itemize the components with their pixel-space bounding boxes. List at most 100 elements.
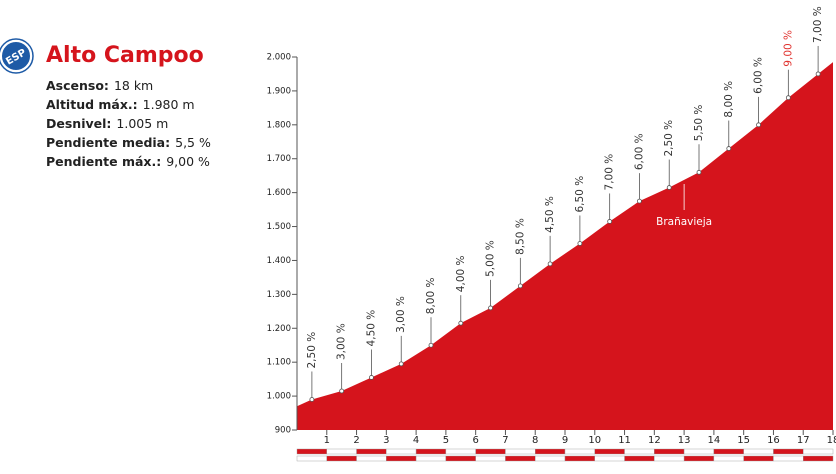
marker [547, 261, 553, 267]
gradient-label: 6,00 % [633, 133, 645, 170]
stripe [624, 455, 655, 462]
gradient-label: 6,50 % [574, 176, 586, 213]
marker [517, 283, 523, 289]
marker [785, 95, 791, 101]
gradient-label: 9,00 % [782, 30, 794, 67]
y-tick-label: 900 [275, 426, 291, 436]
marker [339, 388, 345, 394]
gradient-label: 4,00 % [455, 255, 467, 292]
stripe [535, 455, 566, 462]
stripe [535, 448, 566, 455]
x-tick-label: 16 [767, 435, 780, 446]
stripe [594, 448, 625, 455]
marker [756, 122, 761, 128]
stripe [326, 455, 357, 462]
stripe [475, 455, 506, 462]
gradient-label: 3,00 % [336, 323, 348, 360]
gradient-label: 6,00 % [753, 57, 765, 94]
stripe [654, 455, 685, 462]
stripe [564, 455, 595, 462]
stat-label: Ascenso: [46, 78, 109, 93]
stat: Altitud máx.: 1.980 m [46, 97, 195, 112]
x-tick-label: 3 [383, 435, 389, 446]
gradient-label: 7,00 % [604, 154, 616, 191]
stripe [803, 455, 834, 462]
stripe [654, 448, 685, 455]
marker [637, 198, 642, 204]
marker [458, 320, 464, 326]
x-tick-label: 2 [353, 435, 359, 446]
stripe [296, 455, 327, 462]
stripe [415, 448, 447, 455]
gradient-label: 8,00 % [425, 278, 437, 315]
x-tick-label: 11 [618, 435, 631, 446]
stripe [564, 448, 595, 455]
stripe [386, 448, 417, 455]
stripe [683, 455, 715, 462]
x-tick-label: 17 [797, 435, 810, 446]
marker [488, 305, 493, 311]
x-tick-label: 6 [472, 435, 478, 446]
x-tick-label: 1 [324, 435, 330, 446]
x-tick-label: 13 [678, 435, 691, 446]
stripe [415, 455, 447, 462]
y-tick-label: 2.000 [267, 53, 291, 63]
y-tick-label: 1.700 [267, 154, 291, 164]
y-tick-label: 1.300 [267, 290, 291, 300]
gradient-label: 4,50 % [365, 310, 377, 347]
logo-ring [0, 38, 34, 74]
stat-value: 9,00 % [166, 154, 210, 169]
x-tick-label: 5 [443, 435, 449, 446]
annotation: Brañavieja [656, 216, 712, 228]
y-tick-label: 1.900 [267, 86, 291, 96]
stripe [356, 448, 387, 455]
x-tick-label: 10 [588, 435, 601, 446]
gradient-label: 8,50 % [514, 218, 526, 255]
marker [815, 71, 821, 77]
marker [428, 342, 434, 348]
stripe [445, 455, 476, 462]
stat: Ascenso: 18 km [46, 78, 153, 93]
stat: Pendiente máx.: 9,00 % [46, 154, 210, 169]
stripe [594, 455, 625, 462]
y-tick-label: 1.800 [267, 120, 291, 130]
y-tick-label: 1.500 [267, 222, 291, 232]
stat-label: Desnivel: [46, 116, 111, 131]
gradient-label: 3,00 % [395, 296, 407, 333]
stripe [803, 448, 834, 455]
gradient-label: 2,50 % [306, 332, 318, 369]
stat-label: Pendiente media: [46, 135, 170, 150]
marker [398, 361, 404, 367]
stripe [505, 448, 536, 455]
stat-value: 1.980 m [143, 97, 195, 112]
stripe [356, 455, 387, 462]
x-tick-label: 18 [827, 435, 836, 446]
stat-value: 18 km [114, 78, 153, 93]
stat-value: 5,5 % [175, 135, 211, 150]
y-tick-label: 1.100 [267, 358, 291, 368]
gradient-label: 7,00 % [812, 6, 824, 43]
gradient-label: 2,50 % [663, 120, 675, 157]
stripe [386, 455, 417, 462]
stat: Pendiente media: 5,5 % [46, 135, 211, 150]
stripe [713, 455, 744, 462]
elevation-area [297, 62, 833, 430]
stripe [296, 448, 327, 455]
gradient-label: 4,50 % [544, 196, 556, 233]
x-tick-label: 15 [737, 435, 750, 446]
stripe [713, 448, 744, 455]
stripe [326, 448, 357, 455]
stripe [445, 448, 476, 455]
stripe [773, 448, 804, 455]
stripe [475, 448, 506, 455]
stripe [743, 455, 774, 462]
x-tick-label: 12 [648, 435, 661, 446]
marker [696, 169, 702, 175]
stat-label: Pendiente máx.: [46, 154, 161, 169]
x-tick-label: 7 [502, 435, 508, 446]
stat: Desnivel: 1.005 m [46, 116, 168, 131]
y-tick-label: 1.600 [267, 188, 291, 198]
marker [726, 146, 732, 151]
